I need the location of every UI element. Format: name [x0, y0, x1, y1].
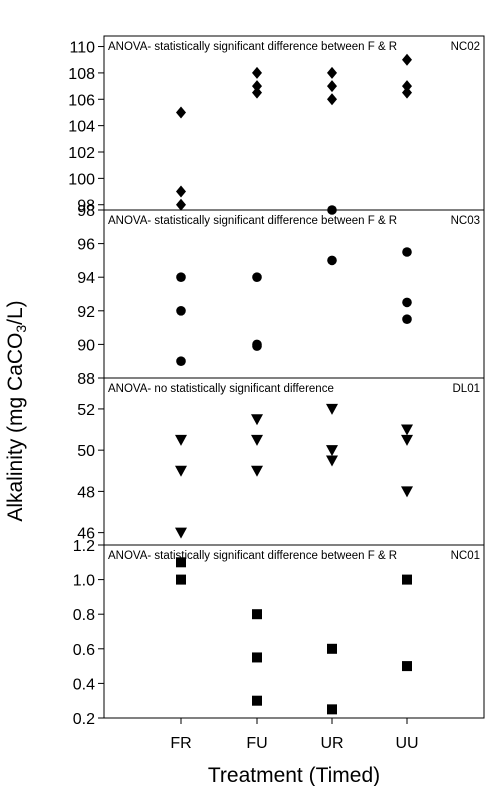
data-point — [327, 80, 337, 93]
data-point — [401, 434, 413, 446]
y-axis-title-end: /L) — [4, 300, 27, 325]
data-point — [402, 247, 412, 257]
panel-anova-note: ANOVA- statistically significant differe… — [108, 41, 397, 53]
data-point — [401, 424, 413, 436]
y-tick-label: 108 — [68, 66, 95, 83]
y-tick-label: 88 — [77, 371, 95, 388]
data-point — [175, 527, 187, 539]
x-axis-title: Treatment (Timed) — [208, 764, 380, 786]
data-point — [251, 434, 263, 446]
y-tick-label: 46 — [77, 526, 95, 543]
data-point — [176, 306, 186, 316]
y-tick-label: 0.4 — [73, 676, 95, 693]
data-point — [327, 205, 337, 215]
data-point — [327, 643, 337, 654]
panel-nc02: 98 100 102 104 106 108 110 ANOVA- statistically… — [68, 35, 485, 215]
y-tick-label: 48 — [77, 484, 95, 501]
data-point — [252, 609, 262, 620]
y-tick-label: 94 — [77, 270, 95, 287]
data-point — [175, 434, 187, 446]
data-point — [401, 486, 413, 498]
data-point — [252, 652, 262, 663]
data-point — [402, 574, 412, 585]
y-tick-label: 1.2 — [73, 538, 95, 555]
panel-site-code: NC03 — [451, 215, 480, 227]
y-tick-label: 104 — [68, 119, 95, 136]
y-tick-label: 110 — [69, 40, 95, 57]
data-point — [251, 414, 263, 426]
data-point — [175, 465, 187, 477]
data-point — [252, 80, 262, 93]
y-tick-label: 1.0 — [73, 573, 95, 590]
y-tick-label: 98 — [77, 203, 95, 220]
x-tick-label: UU — [395, 735, 418, 752]
panel-frame — [103, 35, 485, 211]
y-axis-title-main: Alkalinity (mg CaCO — [4, 333, 27, 522]
panel-site-code: NC01 — [451, 550, 480, 562]
panel-nc01: 0.2 0.4 0.6 0.8 1.0 1.2 ANOVA- statistically s… — [73, 538, 485, 728]
y-tick-label: 102 — [68, 145, 95, 162]
panel-site-code: NC02 — [451, 41, 480, 53]
panel-site-code: DL01 — [453, 383, 481, 395]
data-point — [176, 574, 186, 585]
x-tick-label: UR — [320, 735, 343, 752]
y-tick-label: 98 — [77, 198, 95, 215]
data-point — [326, 403, 338, 415]
data-point — [252, 272, 262, 283]
data-point — [402, 661, 412, 672]
data-point — [252, 341, 262, 351]
data-point — [326, 445, 338, 457]
x-axis: FR FU UR UU — [170, 718, 419, 752]
data-point — [252, 66, 262, 79]
y-tick-label: 100 — [68, 171, 95, 188]
y-tick-label: 0.2 — [73, 711, 95, 728]
data-point — [326, 455, 338, 467]
panel-anova-note: ANOVA- no statistically significant diff… — [108, 383, 334, 395]
data-point — [251, 465, 263, 477]
y-tick-label: 106 — [68, 92, 95, 109]
panel-frame — [103, 544, 485, 719]
panels-layer: 98 100 102 104 106 108 110 ANOVA- statistically… — [68, 35, 485, 752]
x-tick-label: FR — [170, 735, 191, 752]
data-point — [327, 66, 337, 79]
data-point — [327, 93, 337, 106]
panel-nc03: 88 90 92 94 96 98 ANOVA- statistically signifi… — [77, 203, 485, 388]
data-point — [402, 80, 412, 93]
data-point — [176, 557, 186, 568]
data-point — [252, 695, 262, 706]
data-point — [176, 356, 186, 367]
x-tick-label: FU — [246, 735, 267, 752]
panel-frame — [103, 209, 485, 379]
data-point — [402, 53, 412, 66]
y-axis-title-subscript: 3 — [13, 325, 29, 333]
panel-anova-note: ANOVA- statistically significant differe… — [108, 215, 397, 227]
y-tick-label: 52 — [77, 402, 95, 419]
data-point — [402, 297, 412, 308]
panel-dl01: 46 48 50 52 ANOVA- no statistically signific… — [77, 377, 485, 546]
data-point — [176, 185, 186, 198]
data-point — [176, 198, 186, 211]
y-tick-label: 90 — [77, 337, 95, 354]
data-point — [402, 314, 412, 325]
data-point — [402, 86, 412, 99]
data-point — [176, 106, 186, 119]
y-tick-label: 50 — [77, 443, 95, 460]
y-tick-label: 0.6 — [73, 642, 95, 659]
data-point — [327, 255, 337, 266]
panel-anova-note: ANOVA- statistically significant differe… — [108, 550, 397, 562]
y-tick-label: 0.8 — [73, 607, 95, 624]
y-tick-label: 96 — [77, 237, 95, 254]
data-point — [327, 704, 337, 715]
data-point — [252, 86, 262, 99]
data-point — [176, 272, 186, 283]
y-axis-title: Alkalinity (mg CaCO3/L) — [4, 300, 29, 521]
panel-frame — [103, 377, 485, 546]
y-tick-label: 92 — [77, 304, 95, 321]
